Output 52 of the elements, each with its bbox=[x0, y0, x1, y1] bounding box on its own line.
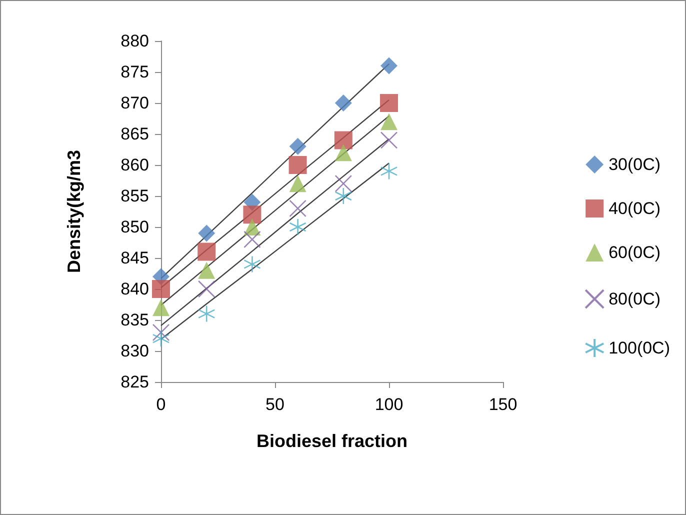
point bbox=[198, 280, 216, 298]
legend-label: 80(0C) bbox=[608, 290, 661, 308]
point bbox=[198, 262, 216, 279]
point bbox=[289, 138, 306, 155]
point bbox=[152, 299, 170, 316]
point bbox=[198, 242, 216, 261]
line-series bbox=[160, 138, 390, 326]
y-tick-label: 830 bbox=[120, 342, 149, 360]
y-tick-label: 835 bbox=[120, 310, 149, 330]
point bbox=[244, 230, 261, 248]
legend-label: 60(0C) bbox=[608, 243, 661, 262]
point bbox=[198, 224, 216, 242]
y-tick-label: 880 bbox=[120, 32, 149, 50]
point bbox=[288, 156, 307, 174]
legend-label: 30(0C) bbox=[608, 155, 661, 174]
point bbox=[380, 57, 398, 74]
x-tick-label: 50 bbox=[266, 395, 284, 414]
y-tick-label: 840 bbox=[120, 280, 149, 298]
y-tick-label: 860 bbox=[120, 156, 149, 174]
y-tick-label: 845 bbox=[120, 248, 149, 268]
legend-label: 100(0C) bbox=[608, 338, 670, 358]
x-tick-label: 150 bbox=[488, 395, 518, 414]
point bbox=[244, 218, 261, 236]
point bbox=[334, 131, 352, 150]
x-tick-label: 100 bbox=[374, 395, 404, 414]
point bbox=[152, 330, 170, 348]
point bbox=[334, 144, 352, 162]
point bbox=[380, 113, 398, 130]
point bbox=[380, 132, 398, 149]
point bbox=[198, 305, 216, 322]
y-tick-label: 850 bbox=[120, 218, 149, 236]
y-tick-label: 870 bbox=[120, 94, 149, 112]
point bbox=[334, 174, 352, 192]
point bbox=[152, 324, 170, 342]
y-axis-title: Density(kg/m3 bbox=[64, 150, 84, 274]
point bbox=[244, 256, 261, 273]
legend-label: 40(0C) bbox=[608, 199, 661, 218]
point bbox=[380, 162, 398, 180]
point bbox=[289, 218, 306, 236]
point bbox=[380, 94, 398, 112]
point bbox=[289, 200, 306, 218]
point bbox=[243, 206, 262, 224]
y-tick-label: 825 bbox=[120, 372, 149, 392]
y-tick-label: 855 bbox=[120, 186, 149, 206]
point bbox=[334, 187, 352, 205]
point bbox=[152, 280, 170, 298]
x-axis-title: Biodiesel fraction bbox=[256, 431, 408, 451]
x-tick-label: 0 bbox=[156, 395, 166, 414]
y-tick-label: 875 bbox=[120, 62, 149, 82]
y-tick-label: 865 bbox=[120, 124, 149, 144]
point bbox=[334, 94, 352, 112]
point bbox=[289, 175, 306, 192]
